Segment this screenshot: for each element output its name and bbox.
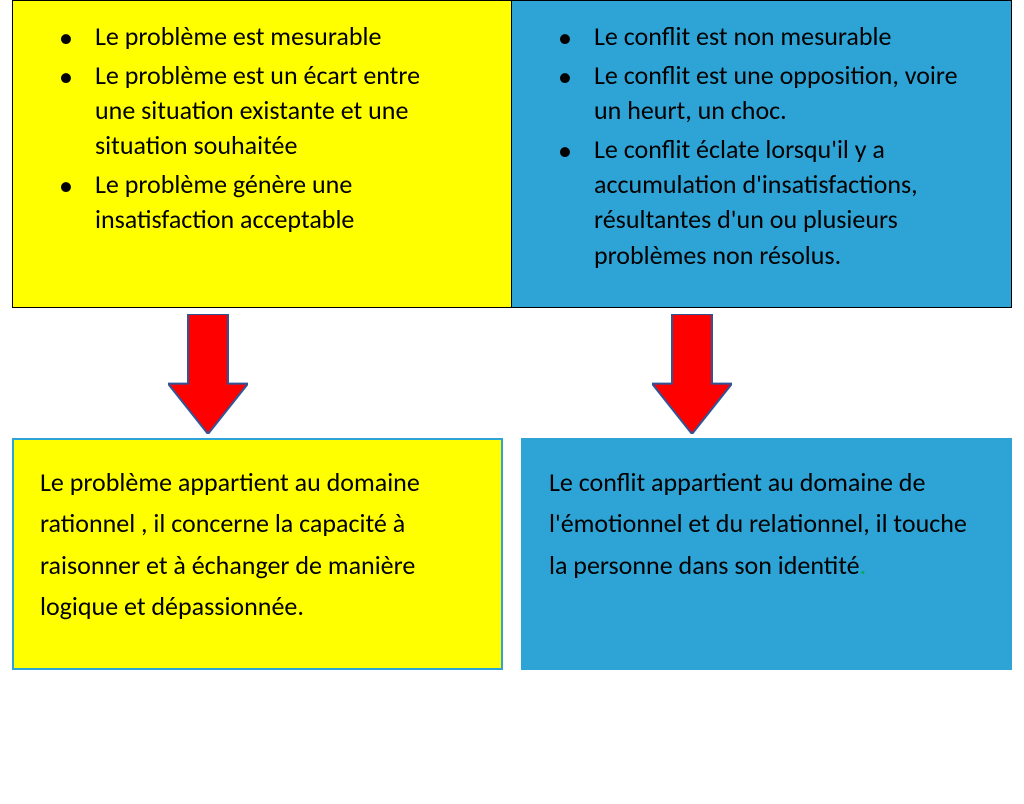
top-left-bullets: Le problème est mesurable Le problème est… — [35, 19, 489, 238]
top-right-cell: Le conflit est non mesurable Le conflit e… — [512, 1, 1011, 307]
list-item: Le conflit éclate lorsqu'il y a accumula… — [594, 132, 989, 272]
list-item: Le problème est mesurable — [95, 19, 489, 54]
arrow-row — [12, 308, 1012, 438]
top-row: Le problème est mesurable Le problème est… — [12, 0, 1012, 308]
arrow-down-left — [168, 314, 248, 439]
bottom-left-cell: Le problème appartient au domaine ration… — [12, 438, 503, 670]
list-item: Le conflit est non mesurable — [594, 19, 989, 54]
trailing-dot: . — [860, 549, 867, 581]
bottom-row: Le problème appartient au domaine ration… — [12, 438, 1012, 670]
bottom-right-text: Le conflit appartient au domaine de l'ém… — [549, 466, 967, 581]
bottom-left-text: Le problème appartient au domaine ration… — [40, 466, 420, 623]
top-right-bullets: Le conflit est non mesurable Le conflit e… — [534, 19, 989, 273]
bottom-right-cell: Le conflit appartient au domaine de l'ém… — [521, 438, 1012, 670]
list-item: Le problème est un écart entre une situa… — [95, 58, 489, 163]
arrow-down-right — [652, 314, 732, 439]
top-left-cell: Le problème est mesurable Le problème est… — [13, 1, 512, 307]
list-item: Le problème génère une insatisfaction ac… — [95, 167, 489, 237]
list-item: Le conflit est une opposition, voire un … — [594, 58, 989, 128]
